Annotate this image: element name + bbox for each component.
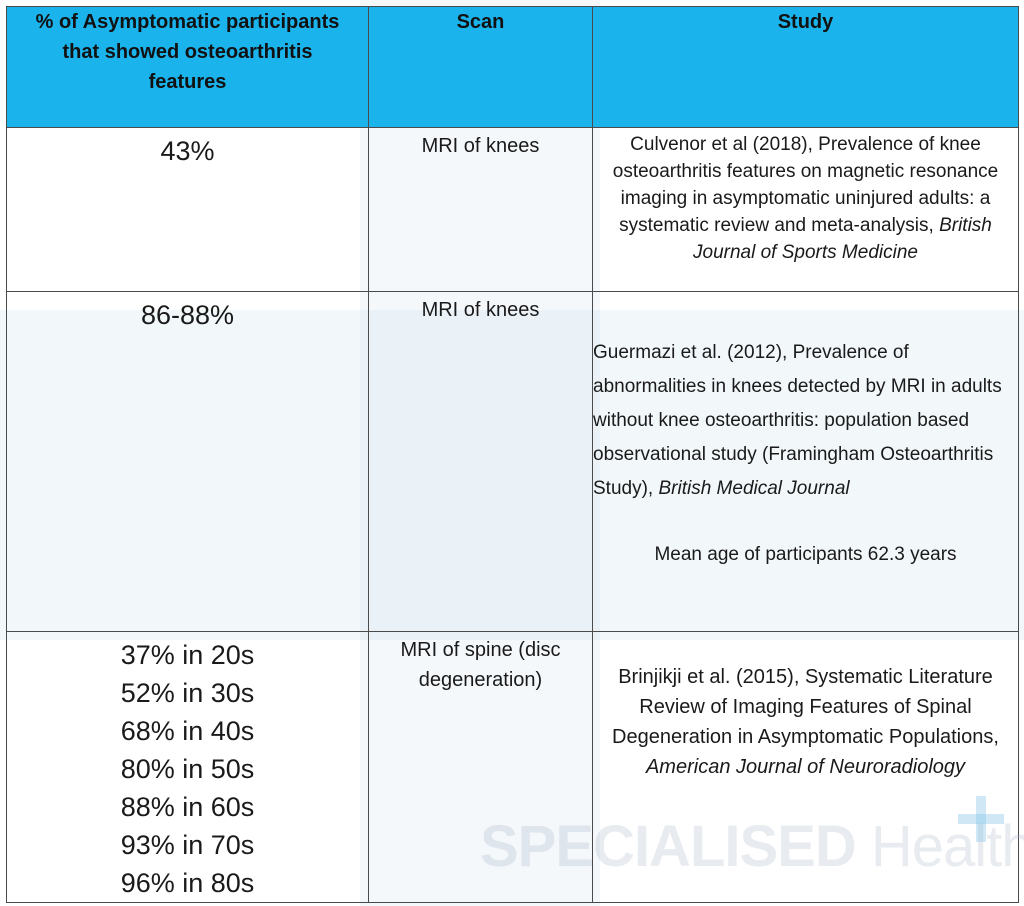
- percent-cell: 37% in 20s 52% in 30s 68% in 40s 80% in …: [6, 631, 369, 903]
- scan-type: MRI of knees: [421, 135, 540, 157]
- percent-age-item: 80% in 50s: [120, 754, 255, 784]
- percent-age-item: 68% in 40s: [120, 716, 255, 746]
- study-note: Mean age of participants 62.3 years: [654, 544, 957, 565]
- scan-type: MRI of spine (disc degeneration): [400, 639, 561, 691]
- plus-icon: [958, 796, 1004, 842]
- scan-cell: MRI of spine (disc degeneration): [368, 631, 593, 903]
- table-header-row: % of Asymptomatic participants that show…: [6, 6, 1019, 128]
- percent-value: 86-88%: [140, 300, 235, 330]
- percent-age-item: 52% in 30s: [120, 678, 255, 708]
- study-journal: British Medical Journal: [658, 478, 850, 499]
- percent-age-item: 37% in 20s: [120, 640, 255, 670]
- percent-cell: 86-88%: [6, 291, 369, 632]
- header-scan: Scan: [368, 6, 593, 128]
- watermark-brand-light: Health: [870, 814, 1024, 879]
- scan-cell: MRI of knees: [368, 291, 593, 632]
- study-citation: Brinjikji et al. (2015), Systematic Lite…: [612, 666, 999, 748]
- study-journal: British Journal of Sports Medicine: [693, 215, 992, 263]
- scan-type: MRI of knees: [421, 299, 540, 321]
- study-citation: Guermazi et al. (2012), Prevalence of ab…: [593, 342, 1002, 499]
- percent-value: 43%: [160, 136, 215, 166]
- study-journal: American Journal of Neuroradiology: [645, 756, 966, 778]
- watermark-logo: SPECIALISED Health: [480, 818, 1024, 876]
- study-cell: Brinjikji et al. (2015), Systematic Lite…: [592, 631, 1019, 903]
- osteoarthritis-studies-table: % of Asymptomatic participants that show…: [6, 6, 1019, 903]
- header-study: Study: [592, 6, 1019, 128]
- study-cell: Guermazi et al. (2012), Prevalence of ab…: [592, 291, 1019, 632]
- scan-cell: MRI of knees: [368, 127, 593, 292]
- study-citation: Culvenor et al (2018), Prevalence of kne…: [612, 134, 999, 236]
- watermark-brand-bold: SPECIALISED: [480, 814, 857, 879]
- table-row: 37% in 20s 52% in 30s 68% in 40s 80% in …: [6, 631, 1019, 903]
- table-row: 43% MRI of knees Culvenor et al (2018), …: [6, 127, 1019, 292]
- percent-cell: 43%: [6, 127, 369, 292]
- percent-age-item: 93% in 70s: [120, 830, 255, 860]
- percent-age-item: 88% in 60s: [120, 792, 255, 822]
- table-row: 86-88% MRI of knees Guermazi et al. (201…: [6, 291, 1019, 632]
- header-percent: % of Asymptomatic participants that show…: [6, 6, 369, 128]
- percent-age-item: 96% in 80s: [120, 868, 255, 898]
- study-cell: Culvenor et al (2018), Prevalence of kne…: [592, 127, 1019, 292]
